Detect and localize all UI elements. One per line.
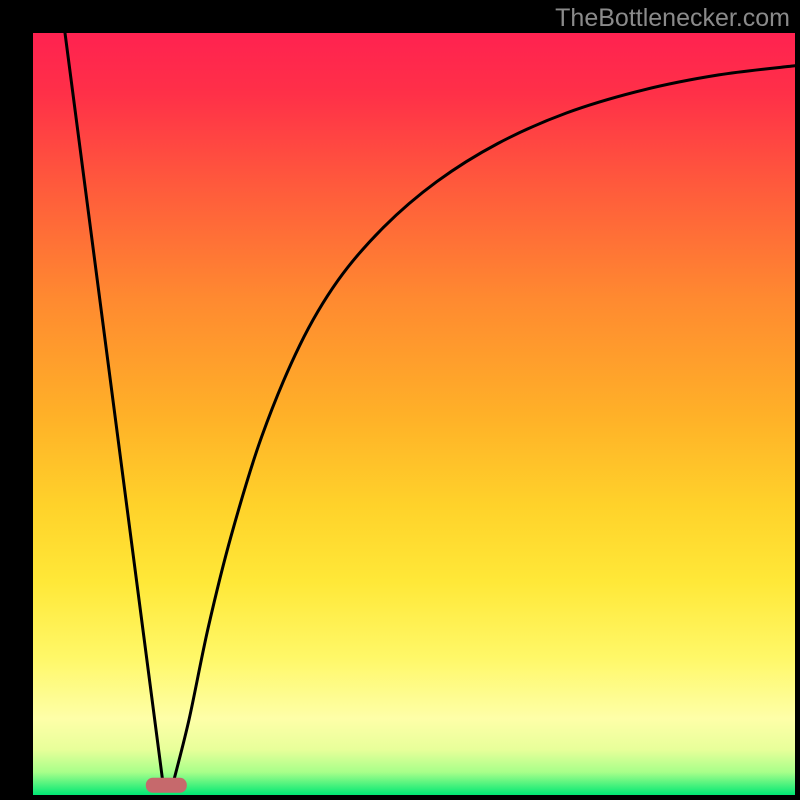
minimum-marker <box>146 778 186 792</box>
chart-frame: TheBottlenecker.com <box>0 0 800 800</box>
curve-right-branch <box>174 66 795 780</box>
watermark-text: TheBottlenecker.com <box>555 4 790 33</box>
plot-area <box>33 33 795 795</box>
curve-left-branch <box>65 33 163 780</box>
curve-layer <box>33 33 795 795</box>
